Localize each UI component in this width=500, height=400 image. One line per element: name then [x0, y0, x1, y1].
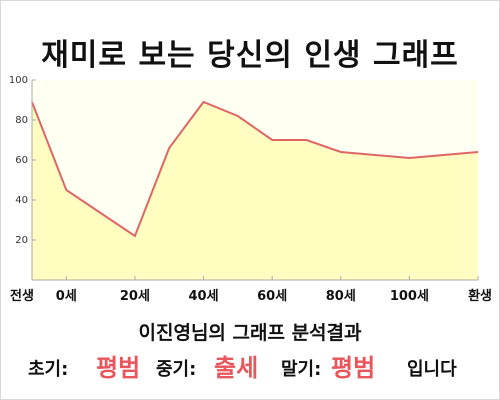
- x-tick-label: 환생: [468, 288, 492, 304]
- x-tick-label: 100세: [390, 289, 429, 304]
- y-tick-label: 20: [15, 235, 28, 246]
- early-value: 평범: [96, 354, 141, 382]
- result-suffix: 입니다: [407, 359, 457, 380]
- y-tick-label: 80: [15, 115, 28, 126]
- late-value: 평범: [331, 354, 376, 382]
- series-line: [31, 100, 479, 238]
- y-tick-label: 60: [15, 155, 28, 166]
- x-tick-label: 80세: [326, 289, 356, 304]
- y-tick-label: 100: [9, 75, 28, 86]
- middle-value: 출세: [214, 354, 259, 382]
- page-title: 재미로 보는 당신의 인생 그래프: [41, 38, 459, 73]
- middle-label: 중기:: [156, 359, 197, 380]
- x-tick-label: 0세: [56, 289, 77, 304]
- result-summary: 초기: 평범 중기: 출세 말기: 평범 입니다: [0, 346, 500, 382]
- x-tick-label: 20세: [120, 289, 150, 304]
- y-tick-label: 40: [15, 195, 28, 206]
- area-fill: [32, 102, 478, 280]
- x-tick-label: 40세: [189, 289, 219, 304]
- result-heading: 이진영님의 그래프 분석결과: [138, 322, 362, 344]
- x-tick-label: 60세: [257, 289, 287, 304]
- late-label: 말기:: [281, 359, 322, 380]
- early-label: 초기:: [28, 359, 69, 380]
- x-tick-label: 전생: [10, 288, 34, 304]
